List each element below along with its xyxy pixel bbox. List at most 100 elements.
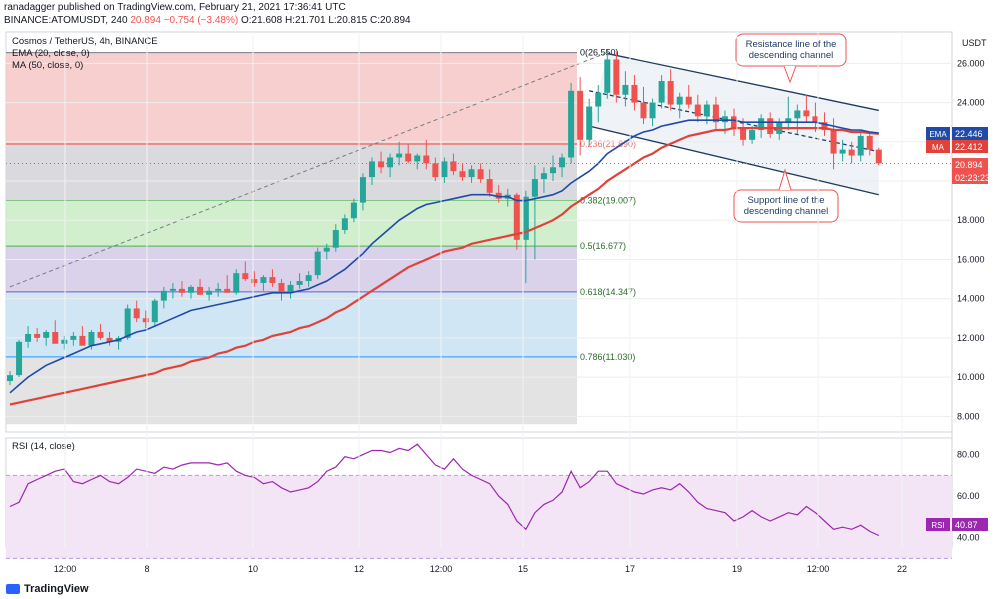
fib-level-label: 0.382(19.007) (580, 195, 636, 205)
rsi-value-box (952, 518, 988, 531)
fib-level-label: 0.618(14.347) (580, 287, 636, 297)
candle-body (88, 332, 95, 346)
brand-label: TradingView (24, 583, 89, 595)
time-tick-label: 19 (732, 564, 742, 574)
candle-body (531, 179, 538, 197)
publish-info: ranadagger published on TradingView.com,… (4, 2, 346, 13)
candle-body (260, 277, 267, 283)
resistance-callout-text: Resistance line of the (746, 39, 837, 50)
low-value: L:20.815 (328, 15, 368, 26)
candle-body (848, 149, 855, 156)
time-tick-label: 22 (897, 564, 907, 574)
candle-body (649, 102, 656, 119)
candle-body (233, 273, 240, 293)
candle-body (160, 290, 167, 301)
price-change: 20.894 −0.754 (−3.48%) (130, 15, 239, 26)
candle-body (830, 130, 837, 154)
price-tick-label: 26.000 (957, 58, 985, 68)
candle-body (803, 110, 810, 117)
candle-body (224, 288, 231, 293)
price-tick-label: 18.000 (957, 215, 985, 225)
candle-body (369, 161, 375, 178)
rsi-value: 40.87 (955, 520, 978, 530)
rsi-tick-label: 40.00 (957, 533, 980, 543)
candle-body (749, 130, 756, 140)
ma-legend: MA (50, close, 0) (12, 60, 83, 71)
candle-body (296, 281, 303, 285)
currency-label: USDT (962, 38, 987, 48)
candle-body (133, 308, 140, 319)
fib-zone (6, 52, 577, 144)
candle-body (604, 59, 611, 93)
candle-body (495, 192, 502, 199)
rsi-badge-tag (926, 518, 950, 531)
candle-body (206, 290, 213, 295)
time-tick-label: 17 (625, 564, 635, 574)
candle-body (350, 202, 357, 219)
ema-badge-value-box (952, 127, 988, 140)
candle-body (513, 194, 520, 240)
candle-body (721, 116, 728, 123)
candle-body (685, 96, 692, 105)
candle-body (486, 179, 493, 193)
candle-body (396, 153, 403, 158)
candle-body (278, 282, 285, 293)
time-tick-label: 10 (248, 564, 258, 574)
candle-body (70, 335, 77, 340)
candle-body (667, 81, 674, 105)
time-tick-label: 12:00 (807, 564, 830, 574)
candle-body (332, 230, 339, 248)
candle-body (613, 59, 620, 95)
candle-body (414, 155, 421, 162)
candle-body (857, 135, 864, 156)
candle-body (712, 104, 719, 123)
candle-body (821, 122, 828, 131)
candle-body (405, 153, 412, 162)
candle-body (577, 90, 584, 140)
resistance-callout-text: descending channel (749, 50, 834, 61)
price-tick-label: 12.000 (957, 333, 985, 343)
ma-badge-value: 22.412 (955, 142, 983, 152)
candle-body (631, 84, 638, 103)
price-tick-label: 14.000 (957, 294, 985, 304)
candle-body (7, 375, 13, 382)
candle-body (866, 135, 873, 150)
ema-legend: EMA (20, close, 0) (12, 48, 90, 59)
fib-trend-line (9, 52, 608, 288)
fib-level-label: 0.236(21.890) (580, 139, 636, 149)
candle-body (52, 332, 59, 344)
candle-body (188, 286, 194, 293)
candle-body (43, 332, 50, 338)
fib-level-label: 0(26.550) (580, 48, 619, 58)
candle-body (323, 247, 330, 252)
candle-body (61, 339, 68, 344)
price-tick-label: 24.000 (957, 98, 985, 108)
ema-20-line (9, 119, 879, 394)
candle-body (622, 84, 629, 95)
countdown-value: 02:23:23 (955, 173, 990, 183)
price-badge (952, 158, 988, 184)
candle-body (169, 288, 176, 291)
support-callout-pointer (778, 168, 792, 191)
candle-body (197, 286, 204, 295)
candle-body (785, 118, 792, 123)
candle-body (731, 116, 737, 129)
time-tick-label: 12:00 (54, 564, 77, 574)
candle-body (441, 161, 448, 178)
candle-body (812, 116, 819, 123)
candle-body (242, 273, 249, 280)
candle-body (568, 90, 575, 158)
candle-body (97, 332, 104, 338)
ma-badge-tag-label: MA (932, 143, 945, 152)
candle-body (640, 102, 647, 119)
support-line (589, 125, 879, 196)
candle-body (767, 118, 774, 134)
tradingview-logo[interactable]: TradingView (6, 583, 89, 595)
fib-level-label: 0.786(11.030) (580, 352, 635, 362)
rsi-tick-label: 80.00 (957, 450, 980, 460)
time-tick-label: 8 (144, 564, 149, 574)
open-value: O:21.608 (241, 15, 283, 26)
fib-zone (6, 246, 577, 292)
ema-badge-tag (926, 127, 950, 140)
